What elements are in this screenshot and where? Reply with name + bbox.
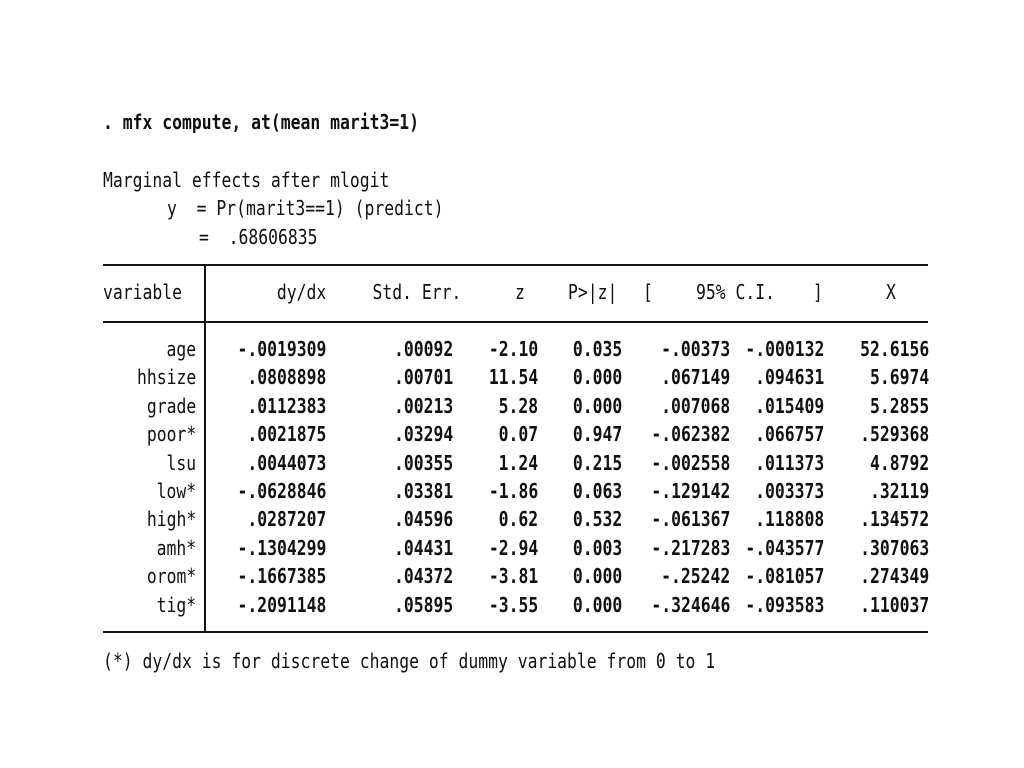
cell: -.0628846 [237,479,326,503]
rule [103,321,928,323]
command: . mfx compute, at(mean marit3=1) [103,110,419,134]
column-header: variable [103,280,182,304]
column-header: 95% C.I. [696,280,775,304]
cell: .00092 [393,337,453,361]
cell: 0.003 [572,535,622,560]
cell: -.061367 [651,507,730,532]
cell: 5.6974 [869,365,929,390]
cell: -.1304299 [237,535,326,560]
cell: .00701 [393,365,453,390]
cell: -.25242 [660,564,730,589]
header-line: Marginal effects after mlogit [103,168,390,192]
cell: .067149 [660,365,730,390]
cell: 0.62 [498,507,538,532]
divider [204,265,206,632]
header-line: y = Pr(marit3==1) (predict) [167,196,444,220]
cell: -.081057 [745,564,824,589]
cell: -.002558 [651,450,730,475]
cell: -.0019309 [237,337,326,361]
rule [103,264,928,266]
cell: 0.063 [572,479,622,503]
cell: .0287207 [247,507,326,532]
cell: 0.000 [572,564,622,589]
cell: .03294 [393,422,453,447]
cell: 11.54 [488,365,538,390]
column-header: [ [643,280,653,304]
cell: 0.000 [572,393,622,418]
row-label: amh* [156,535,196,560]
cell: .00355 [393,450,453,475]
column-header: Std. Err. [372,280,461,304]
cell: .04596 [393,507,453,532]
cell: 0.07 [498,422,538,447]
cell: 52.6156 [859,337,929,361]
column-header: ] [813,280,823,304]
footnote: (*) dy/dx is for discrete change of dumm… [103,649,716,673]
row-label: tig* [156,592,196,617]
cell: .134572 [859,507,929,532]
row-label: orom* [146,564,196,589]
row-label: high* [146,507,196,532]
cell: .066757 [754,422,824,447]
cell: .118808 [754,507,824,532]
column-header: z [515,280,525,304]
row-label: hhsize [136,365,196,390]
cell: .015409 [754,393,824,418]
cell: 0.000 [572,365,622,390]
rule [103,631,928,633]
cell: .011373 [754,450,824,475]
cell: .04431 [393,535,453,560]
cell: .05895 [393,592,453,617]
column-header: dy/dx [276,280,326,304]
cell: .00213 [393,393,453,418]
cell: .0021875 [247,422,326,447]
cell: 0.035 [572,337,622,361]
header-line: = .68606835 [199,225,318,249]
cell: -.2091148 [237,592,326,617]
cell: 0.215 [572,450,622,475]
cell: -.000132 [745,337,824,361]
cell: -.129142 [651,479,730,503]
cell: .03381 [393,479,453,503]
cell: -.00373 [660,337,730,361]
cell: -1.86 [488,479,538,503]
row-label: grade [146,393,196,418]
cell: .0044073 [247,450,326,475]
cell: 5.28 [498,393,538,418]
column-header: X [886,280,896,304]
cell: .04372 [393,564,453,589]
cell: 0.000 [572,592,622,617]
cell: -3.55 [488,592,538,617]
cell: -3.81 [488,564,538,589]
row-label: poor* [146,422,196,447]
cell: -.324646 [651,592,730,617]
cell: .007068 [660,393,730,418]
cell: .529368 [859,422,929,447]
cell: -.043577 [745,535,824,560]
row-label: lsu [166,450,196,475]
cell: 5.2855 [869,393,929,418]
cell: -.1667385 [237,564,326,589]
cell: -2.94 [488,535,538,560]
column-header: P>|z| [568,280,618,304]
cell: .094631 [754,365,824,390]
cell: .0112383 [247,393,326,418]
row-label: low* [156,479,196,503]
cell: 1.24 [498,450,538,475]
cell: .0808898 [247,365,326,390]
cell: .307063 [859,535,929,560]
cell: 4.8792 [869,450,929,475]
row-label: age [166,337,196,361]
cell: -.217283 [651,535,730,560]
cell: -.093583 [745,592,824,617]
cell: .274349 [859,564,929,589]
cell: 0.532 [572,507,622,532]
cell: -2.10 [488,337,538,361]
cell: .110037 [859,592,929,617]
cell: .32119 [869,479,929,503]
cell: .003373 [754,479,824,503]
cell: 0.947 [572,422,622,447]
cell: -.062382 [651,422,730,447]
